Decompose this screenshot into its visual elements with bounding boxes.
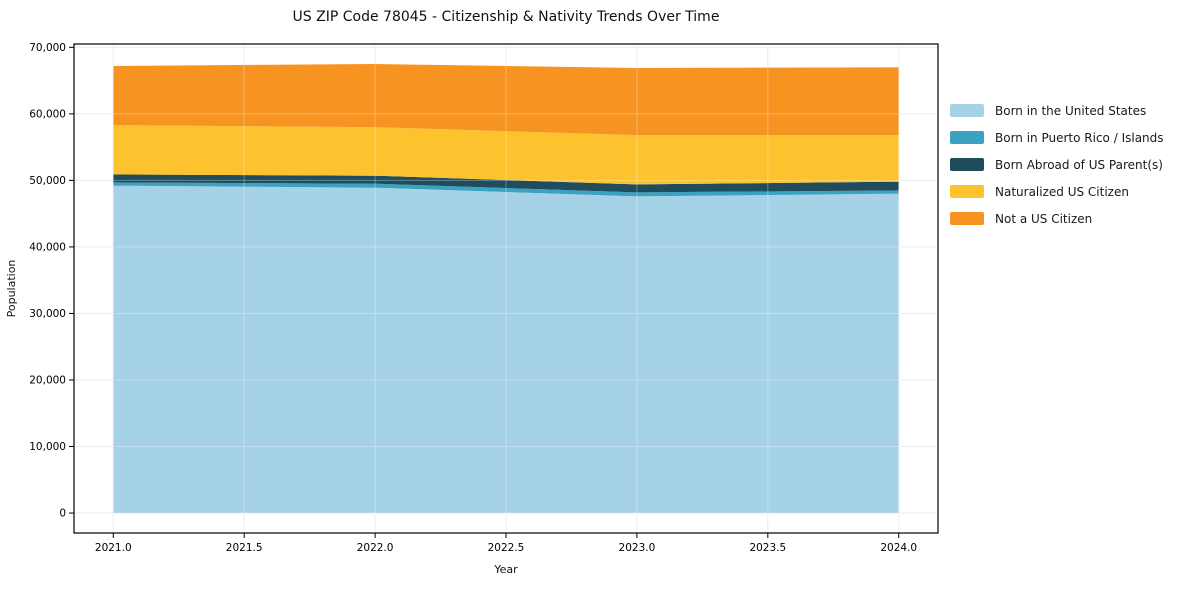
legend-label: Not a US Citizen [995,211,1093,226]
y-tick-label: 0 [59,508,66,520]
x-tick-label: 2021.5 [226,542,263,554]
legend-swatch-not-citizen-icon [950,212,984,225]
x-tick-label: 2023.0 [619,542,656,554]
y-tick-label: 60,000 [29,108,66,120]
legend-swatch-born-pr-icon [950,131,984,144]
chart-title: US ZIP Code 78045 - Citizenship & Nativi… [292,9,720,25]
legend-label: Born in the United States [995,103,1147,118]
y-axis-label: Population [5,260,18,318]
x-tick-label: 2022.0 [357,542,394,554]
x-axis-label: Year [493,563,518,576]
area-series [113,125,899,185]
area-series [113,185,899,513]
x-tick-label: 2021.0 [95,542,132,554]
legend-item: Not a US Citizen [950,205,1164,232]
legend-item: Born in the United States [950,97,1164,124]
y-tick-label: 20,000 [29,374,66,386]
legend-swatch-born-abroad-icon [950,158,984,171]
legend-item: Born Abroad of US Parent(s) [950,151,1164,178]
y-tick-label: 30,000 [29,308,66,320]
legend-swatch-naturalized-icon [950,185,984,198]
legend-item: Born in Puerto Rico / Islands [950,124,1164,151]
x-tick-label: 2023.5 [749,542,786,554]
legend-item: Naturalized US Citizen [950,178,1164,205]
y-tick-label: 70,000 [29,42,66,54]
legend-label: Born Abroad of US Parent(s) [995,157,1163,172]
area-series [113,174,899,193]
area-series [113,182,899,197]
y-tick-label: 10,000 [29,441,66,453]
legend-label: Born in Puerto Rico / Islands [995,130,1164,145]
x-tick-label: 2022.5 [488,542,525,554]
y-tick-label: 40,000 [29,241,66,253]
area-series [113,64,899,136]
legend-swatch-born-us-icon [950,104,984,117]
legend-label: Naturalized US Citizen [995,184,1129,199]
x-tick-label: 2024.0 [880,542,917,554]
legend: Born in the United States Born in Puerto… [950,97,1164,232]
y-tick-label: 50,000 [29,175,66,187]
